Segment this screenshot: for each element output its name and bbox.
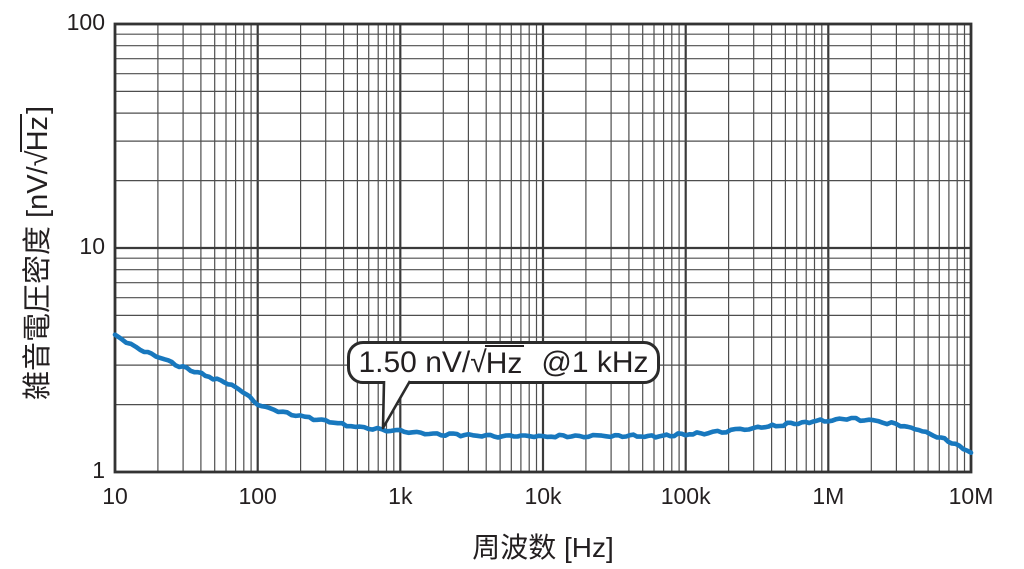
noise-density-curve	[112, 332, 974, 455]
annotation-callout: 1.50 nV/√ Hz @1 kHz	[347, 341, 660, 384]
y-axis-title-sqrt-arg: Hz	[20, 113, 54, 153]
x-tick-label: 100	[238, 483, 277, 509]
y-axis-title-prefix: 雑音電圧密度 [nV/	[22, 166, 54, 400]
x-axis-title: 周波数 [Hz]	[472, 532, 614, 563]
x-tick-label: 1k	[388, 483, 413, 509]
sqrt-radical-icon: √	[22, 152, 54, 167]
x-tick-label: 1M	[812, 483, 845, 509]
y-axis-title-suffix: ]	[22, 105, 54, 114]
annotation-callout-tail	[381, 380, 412, 430]
x-tick-label: 10M	[948, 483, 994, 509]
y-tick-label: 100	[66, 9, 105, 35]
x-tick-label: 10k	[524, 483, 562, 509]
y-tick-label: 10	[79, 233, 105, 259]
annotation-value: 1.50 nV/	[358, 345, 471, 379]
x-tick-label: 100k	[660, 483, 711, 509]
annotation-sqrt-arg: Hz	[484, 344, 525, 380]
y-tick-label: 1	[92, 457, 105, 483]
sqrt-radical-icon: √	[470, 345, 487, 379]
x-tick-label: 10	[102, 483, 128, 509]
annotation-condition: @1 kHz	[541, 345, 649, 379]
